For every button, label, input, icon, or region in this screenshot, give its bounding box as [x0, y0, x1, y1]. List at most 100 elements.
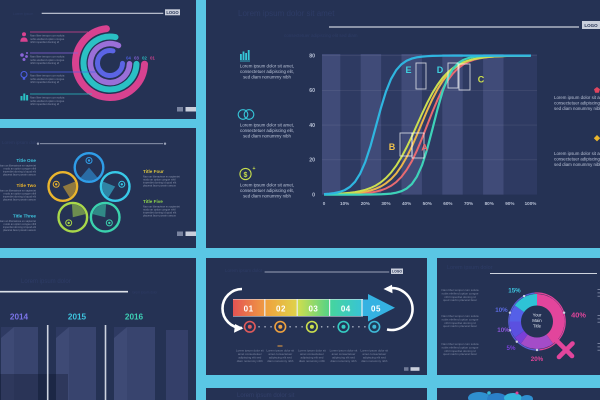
svg-text:diam nonummy nibh: diam nonummy nibh [299, 359, 325, 363]
svg-text:2014: 2014 [10, 313, 29, 322]
svg-text:nobis eleifend option congue: nobis eleifend option congue [30, 37, 65, 41]
svg-text:amet consectetuer: amet consectetuer [332, 352, 356, 356]
svg-text:Lorem ipsum dolor sit amet,: Lorem ipsum dolor sit amet, [554, 95, 600, 100]
svg-text:Nam an liberavisse ex sapiente: Nam an liberavisse ex sapientet [0, 219, 36, 223]
svg-text:amet consectetuer: amet consectetuer [238, 352, 262, 356]
svg-text:20: 20 [309, 158, 315, 164]
svg-text:amet consectetuer: amet consectetuer [300, 352, 324, 356]
svg-text:40%: 40% [402, 201, 411, 206]
svg-text:modo an option congue nihil: modo an option congue nihil [4, 167, 37, 171]
svg-text:imperdiet doming id quod elit: imperdiet doming id quod elit [143, 211, 176, 215]
svg-text:10%: 10% [497, 327, 510, 334]
svg-text:Lorem ipsum dolor sit: Lorem ipsum dolor sit [298, 349, 326, 353]
svg-text:quod mazim placerat facer: quod mazim placerat facer [443, 352, 477, 356]
svg-text:imperdiet doming id quod elit: imperdiet doming id quod elit [3, 195, 36, 199]
svg-text:Your: Your [533, 313, 542, 318]
svg-text:Lorem ipsum dolor sit amet,: Lorem ipsum dolor sit amet, [554, 151, 600, 156]
svg-text:80: 80 [309, 53, 315, 59]
svg-text:sed diam nonummy nibh: sed diam nonummy nibh [243, 193, 291, 198]
svg-text:40%: 40% [571, 311, 586, 320]
svg-text:Lorem ipsum: Lorem ipsum [13, 12, 33, 16]
svg-text:Title Two: Title Two [17, 183, 37, 188]
svg-text:90%: 90% [505, 201, 514, 206]
svg-text:B: B [389, 142, 396, 152]
svg-text:+: + [253, 166, 256, 172]
svg-text:Lorem ipsum dolor: Lorem ipsum dolor [447, 265, 493, 271]
svg-text:Lorem ipsum dolor sit amet,: Lorem ipsum dolor sit amet, [240, 183, 294, 188]
svg-text:nihil imperdiet doming id: nihil imperdiet doming id [444, 349, 476, 353]
svg-text:02: 02 [142, 56, 147, 61]
svg-text:sed diam nonummy nibh: sed diam nonummy nibh [554, 162, 600, 167]
svg-text:60: 60 [309, 88, 315, 94]
svg-text:diam nonummy nibh: diam nonummy nibh [330, 359, 356, 363]
svg-text:LOGO: LOGO [392, 270, 402, 274]
svg-text:20%: 20% [361, 201, 370, 206]
svg-text:01: 01 [244, 305, 254, 314]
svg-text:Nam liber tempor cum soluta: Nam liber tempor cum soluta [30, 96, 65, 100]
svg-text:0: 0 [312, 192, 315, 198]
svg-text:10%: 10% [340, 201, 349, 206]
svg-text:Lorem ipsum dolor: Lorem ipsum dolor [21, 279, 71, 285]
svg-text:10%: 10% [495, 307, 508, 314]
svg-text:Nam liber tempor cum soluta: Nam liber tempor cum soluta [442, 314, 479, 318]
svg-text:20%: 20% [531, 356, 544, 363]
svg-text:80%: 80% [485, 201, 494, 206]
svg-text:imperdiet doming id quod elit: imperdiet doming id quod elit [3, 170, 36, 174]
svg-text:consectetuer adipiscing elit,: consectetuer adipiscing elit, [554, 100, 600, 105]
svg-text:modo an option congue nihil: modo an option congue nihil [143, 178, 176, 182]
svg-text:01: 01 [150, 56, 155, 61]
svg-text:nihil imperdiet doming id: nihil imperdiet doming id [30, 102, 59, 106]
svg-text:Nam liber tempor cum soluta: Nam liber tempor cum soluta [30, 74, 65, 78]
svg-text:nobis eleifend option congue: nobis eleifend option congue [442, 345, 479, 349]
svg-text:$: $ [244, 172, 248, 179]
svg-text:consectetuer adipiscing elit,: consectetuer adipiscing elit, [240, 69, 294, 74]
svg-text:nobis eleifend option congue: nobis eleifend option congue [30, 99, 65, 103]
svg-text:consectetuer adipiscing elit,: consectetuer adipiscing elit, [240, 188, 294, 193]
svg-text:placerat facer possim assum: placerat facer possim assum [3, 198, 36, 202]
svg-text:placerat facer possim assum: placerat facer possim assum [3, 173, 36, 177]
svg-text:placerat facer possim assum: placerat facer possim assum [143, 184, 176, 188]
svg-text:nobis eleifend option congue: nobis eleifend option congue [442, 317, 479, 321]
svg-text:Lorem ipsum dolor sit: Lorem ipsum dolor sit [360, 349, 388, 353]
svg-text:Lorem ipsum dolor sit: Lorem ipsum dolor sit [330, 349, 358, 353]
svg-text:diam nonummy nibh: diam nonummy nibh [237, 359, 263, 363]
svg-text:modo an option congue nihil: modo an option congue nihil [143, 208, 176, 212]
svg-text:sed diam nonummy nibh: sed diam nonummy nibh [243, 133, 291, 138]
svg-text:LOGO: LOGO [584, 23, 598, 28]
svg-text:Title Three: Title Three [13, 214, 37, 219]
svg-text:Nam an liberavisse ex sapiente: Nam an liberavisse ex sapientet [143, 205, 180, 209]
svg-text:Nam an liberavisse ex sapiente: Nam an liberavisse ex sapientet [143, 175, 180, 179]
svg-text:adipiscing elit sed: adipiscing elit sed [269, 356, 292, 360]
svg-text:100%: 100% [525, 201, 537, 206]
svg-text:modo an option congue nihil: modo an option congue nihil [4, 222, 37, 226]
svg-text:Nam an liberavisse ex sapiente: Nam an liberavisse ex sapientet [0, 164, 36, 168]
svg-text:Lorem ipsum dolor sit: Lorem ipsum dolor sit [236, 349, 264, 353]
svg-text:Title: Title [533, 324, 542, 329]
svg-text:Nam liber tempor cum soluta: Nam liber tempor cum soluta [30, 34, 65, 38]
svg-text:Title Four: Title Four [143, 169, 164, 174]
svg-text:02: 02 [276, 305, 286, 314]
svg-text:nihil imperdiet doming id: nihil imperdiet doming id [444, 295, 476, 299]
svg-text:2015: 2015 [68, 313, 87, 322]
svg-text:A: A [421, 143, 428, 153]
svg-text:modo an option congue nihil: modo an option congue nihil [4, 192, 37, 196]
svg-text:60%: 60% [443, 201, 452, 206]
svg-text:amet consectetuer: amet consectetuer [362, 352, 386, 356]
svg-text:Title Five: Title Five [143, 199, 163, 204]
svg-text:70%: 70% [464, 201, 473, 206]
svg-text:nobis eleifend option congue: nobis eleifend option congue [30, 58, 65, 62]
svg-text:5%: 5% [507, 345, 516, 352]
svg-text:placerat facer possim assum: placerat facer possim assum [3, 228, 36, 232]
svg-text:0: 0 [323, 201, 326, 206]
svg-text:Lorem ipsum dolor: Lorem ipsum dolor [2, 140, 40, 145]
svg-text:consectetuer adipiscing elit s: consectetuer adipiscing elit sed diam [284, 33, 358, 38]
svg-text:04: 04 [126, 56, 131, 61]
svg-text:Nam liber tempor cum soluta: Nam liber tempor cum soluta [30, 55, 65, 59]
svg-text:Title One: Title One [16, 158, 36, 163]
svg-text:nihil imperdiet doming id: nihil imperdiet doming id [30, 61, 59, 65]
svg-text:sed diam nonummy nibh: sed diam nonummy nibh [554, 106, 600, 111]
svg-text:quod mazim placerat facer: quod mazim placerat facer [443, 324, 477, 328]
svg-text:Nam liber tempor cum soluta: Nam liber tempor cum soluta [442, 288, 479, 292]
svg-text:imperdiet doming id quod elit: imperdiet doming id quod elit [143, 181, 176, 185]
svg-text:adipiscing elit sed: adipiscing elit sed [332, 356, 355, 360]
